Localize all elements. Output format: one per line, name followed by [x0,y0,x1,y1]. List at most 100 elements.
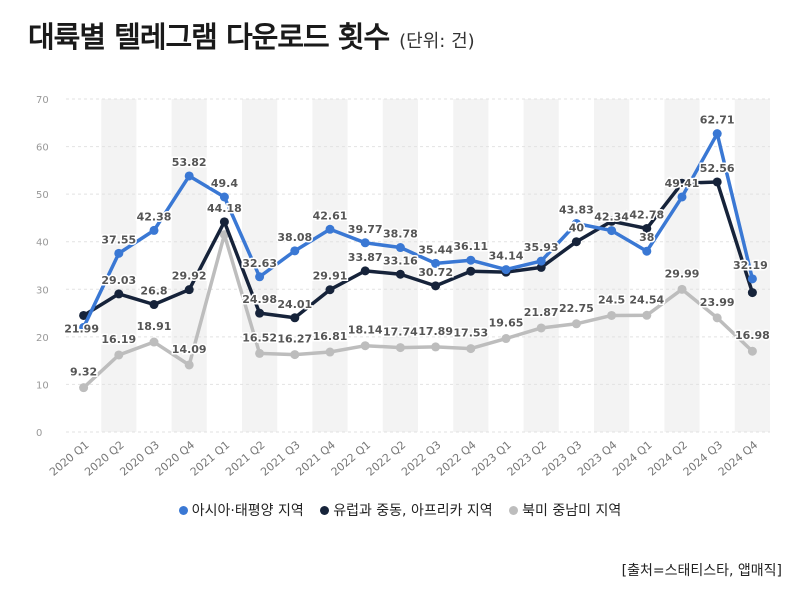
data-label: 35.93 [524,241,559,254]
column-band [594,99,630,432]
data-label: 44.18 [207,202,242,215]
data-point [325,285,335,295]
y-tick-label: 50 [36,190,49,201]
column-band [242,99,278,432]
data-label: 53.82 [172,156,207,169]
legend-item-asia: 아시아·태평양 지역 [178,500,304,520]
title-text: 대륙별 텔레그램 다운로드 횟수 [28,20,390,54]
data-label: 24.98 [242,293,277,306]
y-tick-label: 20 [36,333,49,344]
data-point [677,178,687,188]
y-tick-label: 40 [36,238,49,249]
series-line-0 [82,131,755,329]
data-point [431,281,441,291]
data-label: 38 [639,231,654,244]
unit-label: (단위: 건) [399,31,475,52]
legend-label-emea: 유럽과 중동, 아프리카 지역 [333,503,493,519]
data-label: 16.98 [735,329,770,342]
data-point [571,218,581,228]
data-label: 9.32 [70,366,97,379]
legend-label-americas: 북미 중남미 지역 [522,503,622,519]
data-label: 33.87 [348,251,383,264]
legend-dot-americas [509,505,519,515]
data-label: 49.4 [211,177,238,190]
data-point [325,224,335,234]
data-point [325,347,335,357]
data-point [536,256,546,266]
x-tick-label: 2024 Q4 [716,438,760,478]
data-point [114,350,124,360]
data-point [114,248,124,258]
data-label: 32.63 [242,257,277,270]
column-band [101,99,137,432]
data-point [395,243,405,253]
data-point [395,343,405,353]
data-label: 16.27 [277,333,312,346]
data-label: 42.38 [137,210,172,223]
data-point [712,313,722,323]
column-band [312,99,348,432]
data-point [149,300,159,310]
legend: 아시아·태평양 지역 유럽과 중동, 아프리카 지역 북미 중남미 지역 [0,500,800,520]
data-point [79,322,89,332]
data-label: 29.92 [172,270,207,283]
data-point [219,192,229,202]
data-point [747,274,757,284]
data-point [501,334,511,344]
data-point [395,269,405,279]
data-label: 17.89 [418,325,453,338]
data-point [536,262,546,272]
data-point [571,319,581,329]
column-band [734,99,770,432]
data-label: 42.34 [594,211,629,224]
data-point [466,255,476,265]
data-point [79,383,89,393]
data-label: 18.91 [137,320,172,333]
data-label: 23.99 [700,296,735,309]
data-label: 22.75 [559,302,594,315]
data-label: 17.53 [453,327,488,340]
data-label: 34.14 [489,250,524,263]
data-label: 24.5 [598,293,625,306]
data-label: 37.55 [101,233,136,246]
data-label: 40 [569,222,585,235]
data-point [184,360,194,370]
data-label: 38.08 [277,231,312,244]
data-label: 30.72 [418,266,453,279]
data-point [571,237,581,247]
y-tick-label: 70 [36,95,49,106]
data-point [642,223,652,233]
data-point [642,246,652,256]
data-point [466,266,476,276]
data-label: 52.56 [700,162,735,175]
data-point [360,238,370,248]
data-point [184,285,194,295]
chart-title: 대륙별 텔레그램 다운로드 횟수 (단위: 건) [28,14,475,56]
data-point [747,288,757,298]
data-point [607,310,617,320]
data-label: 16.81 [313,330,348,343]
data-label: 42.78 [629,208,664,221]
data-point [79,310,89,320]
data-label: 16.52 [242,331,277,344]
data-point [360,341,370,351]
data-label: 24.01 [277,298,312,311]
data-label: 29.03 [101,274,136,287]
series-line-1 [82,180,755,320]
y-tick-label: 60 [36,143,49,154]
data-label: 19.65 [489,317,524,330]
legend-dot-asia [178,505,188,515]
data-point [219,217,229,227]
data-label: 36.11 [453,240,488,253]
data-label: 16.19 [101,333,136,346]
data-point [677,284,687,294]
data-point [677,192,687,202]
data-point [431,342,441,352]
data-point [466,344,476,354]
data-label: 32.19 [733,259,768,272]
data-label: 62.71 [700,114,735,127]
legend-dot-emea [320,505,330,515]
y-tick-label: 0 [36,428,42,439]
data-label: 39.77 [348,223,383,236]
data-point [501,265,511,275]
